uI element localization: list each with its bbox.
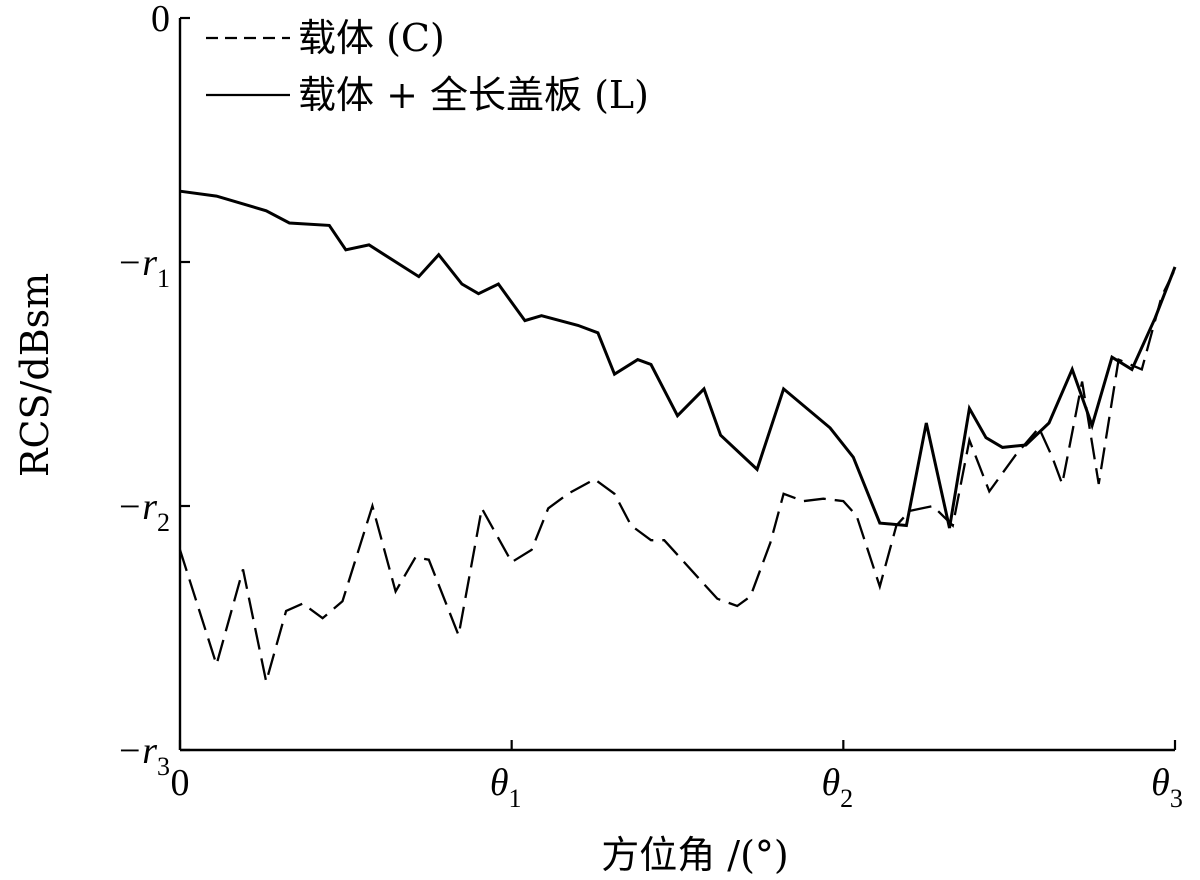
series-line-carrier <box>178 268 1177 683</box>
x-axis-title: 方位角 /(°) <box>601 833 789 877</box>
y-tick-label: −r2 <box>117 486 170 537</box>
series-line-carrier-with-cover <box>179 189 1177 529</box>
y-tick-label: −r1 <box>117 242 170 293</box>
x-tick-label: θ3 <box>1151 762 1183 813</box>
y-axis-title: RCS/dBsm <box>13 273 57 477</box>
axes: 0 θ1 θ2 θ3 0 −r1 −r2 −r3 <box>117 0 1183 813</box>
series-layer <box>178 189 1177 683</box>
y-tick-label: 0 <box>151 0 170 40</box>
legend-label-l: 载体 + 全长盖板 (L) <box>298 73 649 117</box>
x-tick-label: θ1 <box>490 762 522 813</box>
legend-label-c: 载体 (C) <box>298 16 445 60</box>
y-tick-label: −r3 <box>117 730 170 781</box>
x-tick-label: θ2 <box>821 762 853 813</box>
legend: 载体 (C) 载体 + 全长盖板 (L) <box>206 16 649 117</box>
x-tick-label: 0 <box>171 762 190 804</box>
